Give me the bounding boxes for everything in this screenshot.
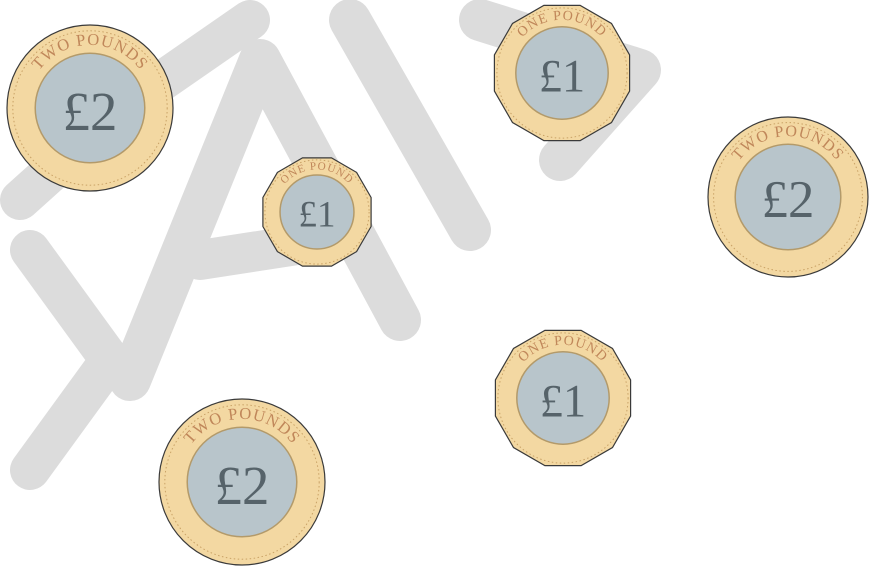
coin-value: £2	[63, 81, 118, 142]
coin: TWO POUNDS£2	[708, 117, 868, 277]
coin: TWO POUNDS£2	[159, 399, 325, 565]
watermark-stroke	[30, 250, 110, 470]
coin-value: £2	[215, 455, 270, 516]
coin: TWO POUNDS£2	[7, 25, 173, 191]
coin: ONE POUND£1	[494, 5, 629, 140]
coin-value: £1	[540, 375, 586, 426]
coin-value: £2	[762, 171, 815, 229]
coin-value: £1	[539, 50, 585, 101]
coin-value: £1	[299, 194, 336, 235]
scene: TWO POUNDS£2 ONE POUND£1 ONE POUND£1 TWO PO…	[0, 0, 869, 567]
coin: ONE POUND£1	[263, 158, 371, 266]
coin: ONE POUND£1	[495, 330, 630, 465]
